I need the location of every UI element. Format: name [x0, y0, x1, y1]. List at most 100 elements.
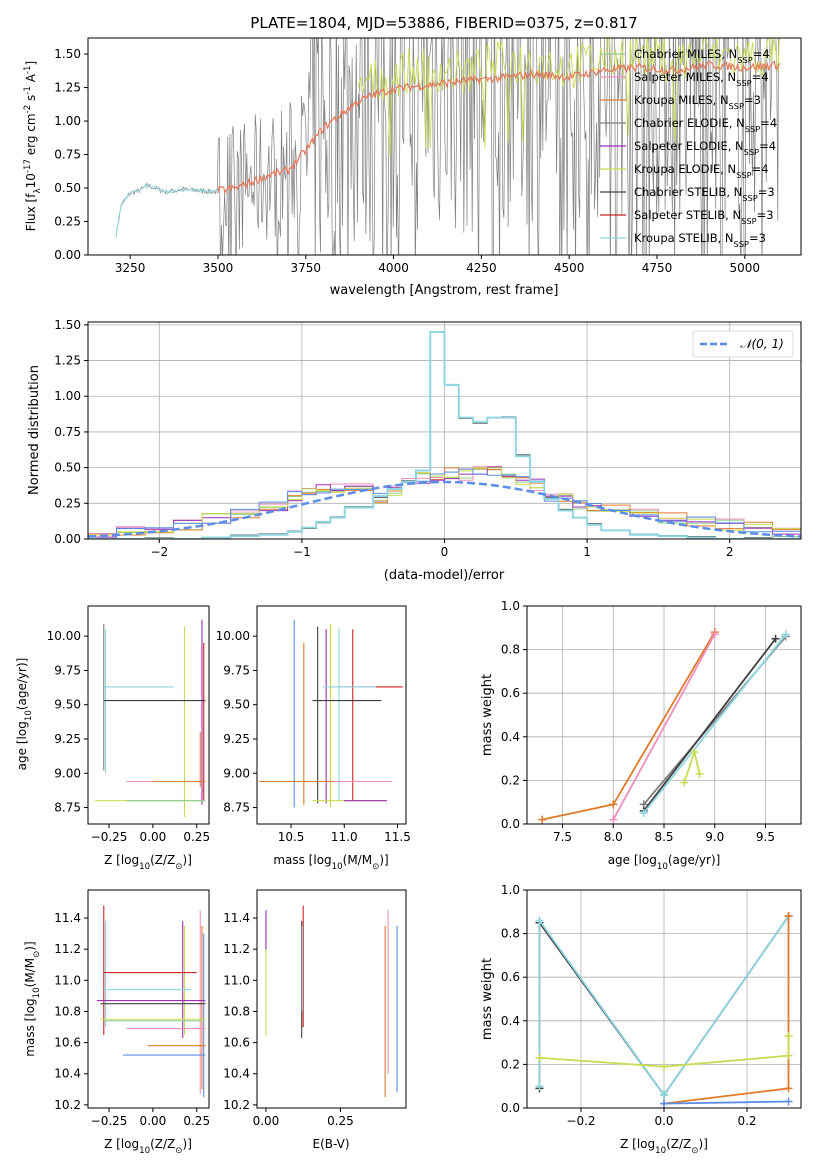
y-tick-label: 0.2 — [501, 1057, 520, 1071]
data-point-marker — [609, 815, 618, 824]
age-vs-mass-frame — [256, 605, 407, 825]
y-tick-label: 10.8 — [223, 1004, 250, 1018]
x-tick-label: 5000 — [730, 261, 761, 275]
data-point-marker — [609, 800, 618, 809]
age-vs-metallicity-panel: −0.25 0.00 0.25 8.75 9.00 9.25 9.50 9.75 10.00 Z… — [15, 605, 210, 872]
x-tick-label: 10.5 — [278, 830, 305, 844]
data-point-marker — [639, 809, 648, 818]
histogram-axis-ticks: −2 −1 0 1 2 0.00 0.25 0.50 0.75 1.00 1.25 1.50 — [54, 318, 733, 559]
y-tick-label: 9.25 — [223, 732, 250, 746]
y-tick-label: 0.6 — [501, 970, 520, 984]
x-tick-label: −0.2 — [566, 1114, 595, 1128]
mass-weight-vs-age-ticks: 7.5 8.0 8.5 9.0 9.5 0.0 0.2 0.4 0.6 0.8 1.0 — [501, 599, 775, 844]
mass-vs-metallicity-panel: −0.25 0.00 0.25 10.2 10.4 10.6 10.8 11.0 11.2 11.… — [23, 889, 210, 1156]
mass-weight-series-line — [642, 638, 777, 812]
x-tick-label: 11.0 — [331, 830, 358, 844]
y-tick-label: 1.00 — [54, 114, 81, 128]
x-tick-label: 4750 — [642, 261, 673, 275]
y-tick-label: 9.50 — [54, 698, 81, 712]
y-tick-label: 0.50 — [54, 461, 81, 475]
y-tick-label: 1.50 — [54, 318, 81, 332]
y-tick-label: 10.2 — [54, 1098, 81, 1112]
y-tick-label: 10.4 — [223, 1067, 250, 1081]
x-tick-label: 0.25 — [183, 1114, 210, 1128]
histogram-ylabel: Normed distribution — [27, 365, 42, 495]
mass-weight-vs-age-ylabel: mass weight — [480, 674, 495, 756]
y-tick-label: 0.6 — [501, 686, 520, 700]
mass-weight-vs-age-panel: 7.5 8.0 8.5 9.0 9.5 0.0 0.2 0.4 0.6 0.8 1.0 age [l… — [480, 599, 802, 872]
y-tick-label: 1.0 — [501, 883, 520, 897]
y-tick-label: 0.4 — [501, 1014, 520, 1028]
histogram-legend-label: 𝒩(0, 1) — [740, 337, 784, 351]
histogram-legend: 𝒩(0, 1) — [692, 330, 794, 358]
y-tick-label: 8.75 — [54, 801, 81, 815]
legend-label: Kroupa MILES, NSSP=3 — [634, 93, 761, 111]
data-point-marker — [680, 778, 689, 787]
x-tick-label: 8.0 — [604, 830, 623, 844]
y-tick-label: 9.75 — [54, 663, 81, 677]
y-tick-label: 11.0 — [54, 973, 81, 987]
y-tick-label: 0.75 — [54, 148, 81, 162]
y-tick-label: 0.25 — [54, 496, 81, 510]
data-point-marker — [784, 1051, 793, 1060]
x-tick-label: 8.5 — [654, 830, 673, 844]
histogram-xlabel: (data-model)/error — [384, 568, 505, 583]
x-tick-label: 0.2 — [737, 1114, 756, 1128]
x-tick-label: 0.00 — [140, 1114, 167, 1128]
y-tick-label: 0.75 — [54, 425, 81, 439]
mass-vs-extinction-ticks: 0.00 0.25 10.2 10.4 10.6 10.8 11.0 11.2 11.4 — [223, 911, 354, 1128]
mass-weight-series-line — [642, 633, 787, 814]
mass-weight-series-line — [539, 1036, 790, 1068]
figure-title: PLATE=1804, MJD=53886, FIBERID=0375, z=0… — [250, 14, 637, 32]
age-vs-metallicity-plot-area — [95, 619, 206, 818]
x-tick-label: 7.5 — [553, 830, 572, 844]
data-point-marker — [660, 1099, 668, 1108]
x-tick-label: 3250 — [115, 261, 146, 275]
y-tick-label: 11.2 — [54, 942, 81, 956]
legend-label: Salpeter STELIB, NSSP=3 — [634, 208, 774, 226]
x-tick-label: 0.25 — [183, 830, 210, 844]
y-tick-label: 1.25 — [54, 81, 81, 95]
age-vs-mass-panel: 10.5 11.0 11.5 8.75 9.00 9.25 9.50 9.75 10.00 ma… — [216, 605, 411, 872]
x-tick-label: 0.00 — [253, 1114, 280, 1128]
spectrum-panel: 3250 3500 3750 4000 4250 4500 4750 5000 0.00 0.25… — [23, 37, 802, 298]
x-tick-label: 2 — [726, 545, 734, 559]
x-tick-label: 4000 — [378, 261, 409, 275]
mass-vs-metallicity-plot-area — [96, 905, 206, 1098]
age-vs-mass-xlabel: mass [log10(M/M⊙)] — [273, 853, 388, 872]
legend-label: Salpeter ELODIE, NSSP=4 — [634, 139, 776, 157]
y-tick-label: 8.75 — [223, 801, 250, 815]
y-tick-label: 0.00 — [54, 248, 81, 262]
y-tick-label: 10.6 — [54, 1036, 81, 1050]
y-tick-label: 0.0 — [501, 817, 520, 831]
data-point-marker — [784, 912, 793, 921]
legend-label: Chabrier STELIB, NSSP=3 — [634, 185, 775, 203]
x-tick-label: 0.25 — [327, 1114, 354, 1128]
y-tick-label: 0.25 — [54, 215, 81, 229]
data-point-marker — [710, 630, 719, 639]
y-tick-label: 0.4 — [501, 730, 520, 744]
spectrum-legend: Chabrier MILES, NSSP=4 Salpeter MILES, NS… — [600, 47, 777, 249]
age-vs-mass-ticks: 10.5 11.0 11.5 8.75 9.00 9.25 9.50 9.75 10.00 — [216, 629, 411, 844]
mass-weight-vs-metallicity-panel: −0.2 0.0 0.2 0.0 0.2 0.4 0.6 0.8 1.0 Z [log10(Z/… — [480, 883, 802, 1156]
x-tick-label: 4500 — [554, 261, 585, 275]
x-tick-label: 3750 — [290, 261, 321, 275]
mass-weight-vs-age-plot-area — [527, 606, 801, 824]
y-tick-label: 1.25 — [54, 354, 81, 368]
data-point-marker — [660, 1062, 668, 1071]
mass-vs-metallicity-xlabel: Z [log10(Z/Z⊙)] — [104, 1137, 192, 1156]
y-tick-label: 1.50 — [54, 47, 81, 61]
mass-weight-vs-age-xlabel: age [log10(age/yr)] — [608, 853, 721, 872]
legend-label: Salpeter MILES, NSSP=4 — [634, 70, 769, 88]
y-tick-label: 9.00 — [54, 766, 81, 780]
y-tick-label: 9.25 — [54, 732, 81, 746]
y-tick-label: 10.2 — [223, 1098, 250, 1112]
data-point-marker — [781, 630, 790, 639]
y-tick-label: 10.00 — [47, 629, 81, 643]
data-point-marker — [784, 1097, 793, 1106]
mass-weight-series-line — [612, 633, 716, 821]
age-vs-metallicity-ylabel: age [log10(age/yr)] — [15, 658, 34, 771]
x-tick-label: −1 — [293, 545, 311, 559]
